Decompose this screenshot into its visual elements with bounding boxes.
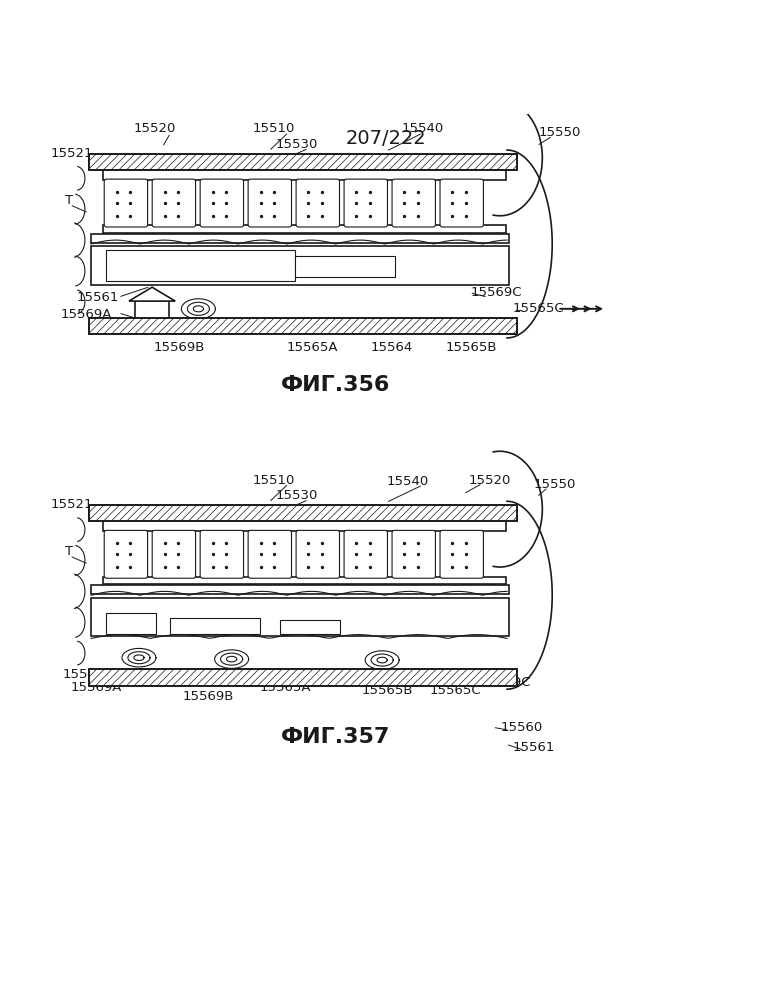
Text: 15510: 15510 <box>253 123 295 136</box>
FancyBboxPatch shape <box>392 530 435 578</box>
Text: 15510: 15510 <box>253 474 295 487</box>
Text: T: T <box>66 545 73 558</box>
Text: 15521: 15521 <box>50 147 93 160</box>
Text: 15565A: 15565A <box>287 341 338 354</box>
FancyBboxPatch shape <box>440 179 483 227</box>
Bar <box>89 504 517 521</box>
FancyBboxPatch shape <box>104 179 147 227</box>
Text: 207/222: 207/222 <box>346 129 426 148</box>
FancyBboxPatch shape <box>296 179 340 227</box>
FancyBboxPatch shape <box>392 179 435 227</box>
Text: 15521: 15521 <box>50 499 93 511</box>
Bar <box>103 576 506 584</box>
Text: ФИГ.356: ФИГ.356 <box>281 376 391 396</box>
FancyBboxPatch shape <box>296 530 340 578</box>
Bar <box>295 256 394 277</box>
Text: 15569A: 15569A <box>61 308 112 321</box>
Text: 15520: 15520 <box>469 474 511 487</box>
Bar <box>89 318 517 335</box>
FancyBboxPatch shape <box>200 179 243 227</box>
Text: 15569C: 15569C <box>471 286 522 299</box>
Text: 15565A: 15565A <box>260 680 311 693</box>
FancyBboxPatch shape <box>344 530 388 578</box>
Text: 15560: 15560 <box>501 720 543 733</box>
Bar <box>89 318 517 335</box>
FancyBboxPatch shape <box>152 179 195 227</box>
Bar <box>89 669 517 685</box>
Bar <box>135 301 169 331</box>
Text: ФИГ.357: ФИГ.357 <box>281 726 391 746</box>
FancyBboxPatch shape <box>344 179 388 227</box>
Bar <box>106 250 295 281</box>
FancyBboxPatch shape <box>152 530 195 578</box>
Text: 15564: 15564 <box>63 668 104 681</box>
Bar <box>106 612 156 633</box>
Text: T: T <box>66 194 73 207</box>
Bar <box>103 521 506 531</box>
Text: 15565B: 15565B <box>445 341 496 354</box>
Text: 15540: 15540 <box>402 123 444 136</box>
Text: 15561: 15561 <box>513 741 555 754</box>
Text: 15561: 15561 <box>77 291 119 304</box>
Polygon shape <box>129 287 175 301</box>
Text: 15564: 15564 <box>371 341 413 354</box>
Text: 15540: 15540 <box>387 476 428 489</box>
Bar <box>91 234 510 243</box>
FancyBboxPatch shape <box>200 530 243 578</box>
Text: 15550: 15550 <box>533 478 575 491</box>
Text: 15565B: 15565B <box>362 683 413 696</box>
Bar <box>89 669 517 685</box>
Text: 15569A: 15569A <box>71 680 122 693</box>
Bar <box>91 585 510 594</box>
FancyBboxPatch shape <box>248 530 292 578</box>
Bar <box>280 620 340 633</box>
Text: 15565C: 15565C <box>430 683 481 696</box>
Text: 15550: 15550 <box>539 126 581 139</box>
Bar <box>171 618 260 633</box>
Text: 15569B: 15569B <box>154 341 205 354</box>
Bar <box>103 226 506 233</box>
Bar <box>89 154 517 170</box>
Bar <box>91 597 510 636</box>
Text: 15565C: 15565C <box>513 302 564 315</box>
Bar <box>89 154 517 170</box>
Text: 15530: 15530 <box>276 490 318 502</box>
Bar <box>89 504 517 521</box>
FancyBboxPatch shape <box>248 179 292 227</box>
Text: 15520: 15520 <box>134 123 175 136</box>
FancyBboxPatch shape <box>440 530 483 578</box>
FancyBboxPatch shape <box>104 530 147 578</box>
Text: 15569B: 15569B <box>183 690 234 703</box>
Text: 15569C: 15569C <box>480 676 531 689</box>
Text: 15530: 15530 <box>276 138 318 151</box>
Bar <box>103 170 506 180</box>
Bar <box>91 247 510 285</box>
